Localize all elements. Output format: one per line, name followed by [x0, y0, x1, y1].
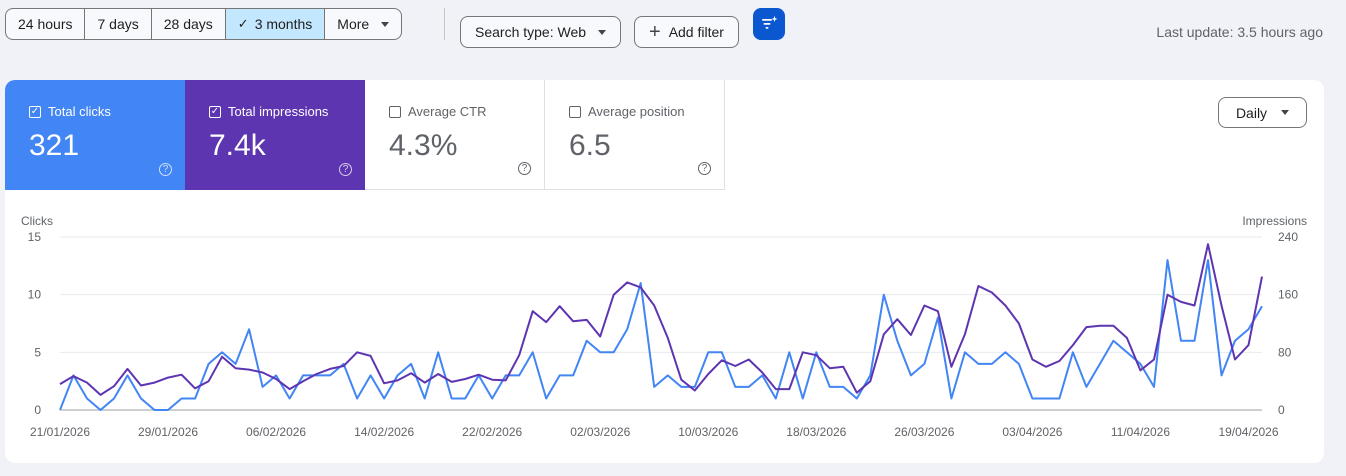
x-tick-label: 11/04/2026	[1111, 425, 1170, 439]
metric-label: Average position	[588, 104, 685, 119]
performance-card: ✓ Total clicks 321 ? ✓ Total impressions 7…	[5, 80, 1324, 463]
range-label: 28 days	[163, 16, 213, 32]
checkbox-checked-icon[interactable]: ✓	[29, 105, 41, 118]
x-tick-label: 10/03/2026	[678, 425, 738, 439]
help-icon[interactable]: ?	[698, 162, 711, 175]
y-tick-left: 0	[34, 403, 41, 417]
x-tick-label: 29/01/2026	[138, 425, 198, 439]
y-tick-left: 10	[28, 288, 42, 302]
plus-icon: +	[649, 21, 661, 43]
add-filter-button[interactable]: + Add filter	[634, 16, 739, 48]
y-tick-right: 80	[1278, 345, 1292, 359]
range-28-days-button[interactable]: 28 days	[152, 9, 226, 39]
help-icon[interactable]: ?	[339, 163, 352, 176]
y-tick-right: 0	[1278, 403, 1285, 417]
metric-average-ctr[interactable]: Average CTR 4.3% ?	[365, 80, 545, 190]
metric-label: Average CTR	[408, 104, 487, 119]
help-icon[interactable]: ?	[518, 162, 531, 175]
x-tick-label: 21/01/2026	[30, 425, 90, 439]
help-icon[interactable]: ?	[159, 163, 172, 176]
range-label: 7 days	[97, 16, 139, 32]
checkbox-checked-icon[interactable]: ✓	[209, 105, 221, 118]
x-tick-label: 03/04/2026	[1002, 425, 1062, 439]
caret-down-icon	[598, 29, 607, 35]
range-3-months-button[interactable]: ✓ 3 months	[225, 9, 326, 39]
caret-down-icon	[381, 21, 390, 27]
caret-down-icon	[1281, 110, 1290, 115]
checkbox-unchecked-icon[interactable]	[569, 105, 581, 118]
granularity-select[interactable]: Daily	[1218, 97, 1307, 128]
search-type-label: Search type: Web	[475, 24, 587, 40]
granularity-label: Daily	[1235, 104, 1268, 121]
ai-filter-button[interactable]	[753, 8, 785, 40]
metric-value: 4.3%	[389, 129, 458, 162]
checkbox-unchecked-icon[interactable]	[389, 105, 401, 118]
x-tick-label: 19/04/2026	[1218, 425, 1278, 439]
y-tick-right: 240	[1278, 230, 1298, 244]
range-label: 24 hours	[18, 16, 73, 32]
last-update-text: Last update: 3.5 hours ago	[1156, 24, 1323, 40]
x-tick-label: 02/03/2026	[570, 425, 630, 439]
range-label: More	[337, 16, 370, 32]
y-axis-left-label: Clicks	[21, 214, 53, 228]
range-more-button[interactable]: More	[325, 9, 401, 39]
add-filter-label: Add filter	[668, 24, 724, 40]
toolbar-divider	[444, 8, 445, 40]
x-tick-label: 26/03/2026	[894, 425, 954, 439]
x-tick-label: 06/02/2026	[246, 425, 306, 439]
checkmark-icon: ✓	[237, 16, 249, 31]
metric-value: 7.4k	[209, 129, 266, 162]
date-range-selector: 24 hours 7 days 28 days ✓ 3 months More	[5, 8, 403, 40]
series-line-clicks	[59, 259, 1263, 411]
range-7-days-button[interactable]: 7 days	[85, 9, 152, 39]
series-line-impressions	[59, 243, 1263, 396]
x-tick-label: 14/02/2026	[354, 425, 414, 439]
x-tick-label: 22/02/2026	[462, 425, 522, 439]
range-label: 3 months	[254, 16, 313, 32]
metric-total-impressions[interactable]: ✓ Total impressions 7.4k ?	[185, 80, 365, 190]
search-type-filter[interactable]: Search type: Web	[460, 16, 622, 48]
y-tick-left: 5	[34, 345, 41, 359]
sparkle-filter-icon	[762, 16, 778, 29]
metric-label: Total clicks	[48, 104, 111, 119]
metric-label: Total impressions	[228, 104, 329, 119]
range-24-hours-button[interactable]: 24 hours	[6, 9, 86, 39]
y-tick-left: 15	[28, 230, 42, 244]
y-tick-right: 160	[1278, 288, 1298, 302]
metric-total-clicks[interactable]: ✓ Total clicks 321 ?	[5, 80, 185, 190]
metric-value: 6.5	[569, 129, 611, 162]
metric-value: 321	[29, 129, 80, 162]
y-axis-right-label: Impressions	[1242, 214, 1307, 228]
x-tick-label: 18/03/2026	[786, 425, 846, 439]
metric-average-position[interactable]: Average position 6.5 ?	[545, 80, 725, 190]
